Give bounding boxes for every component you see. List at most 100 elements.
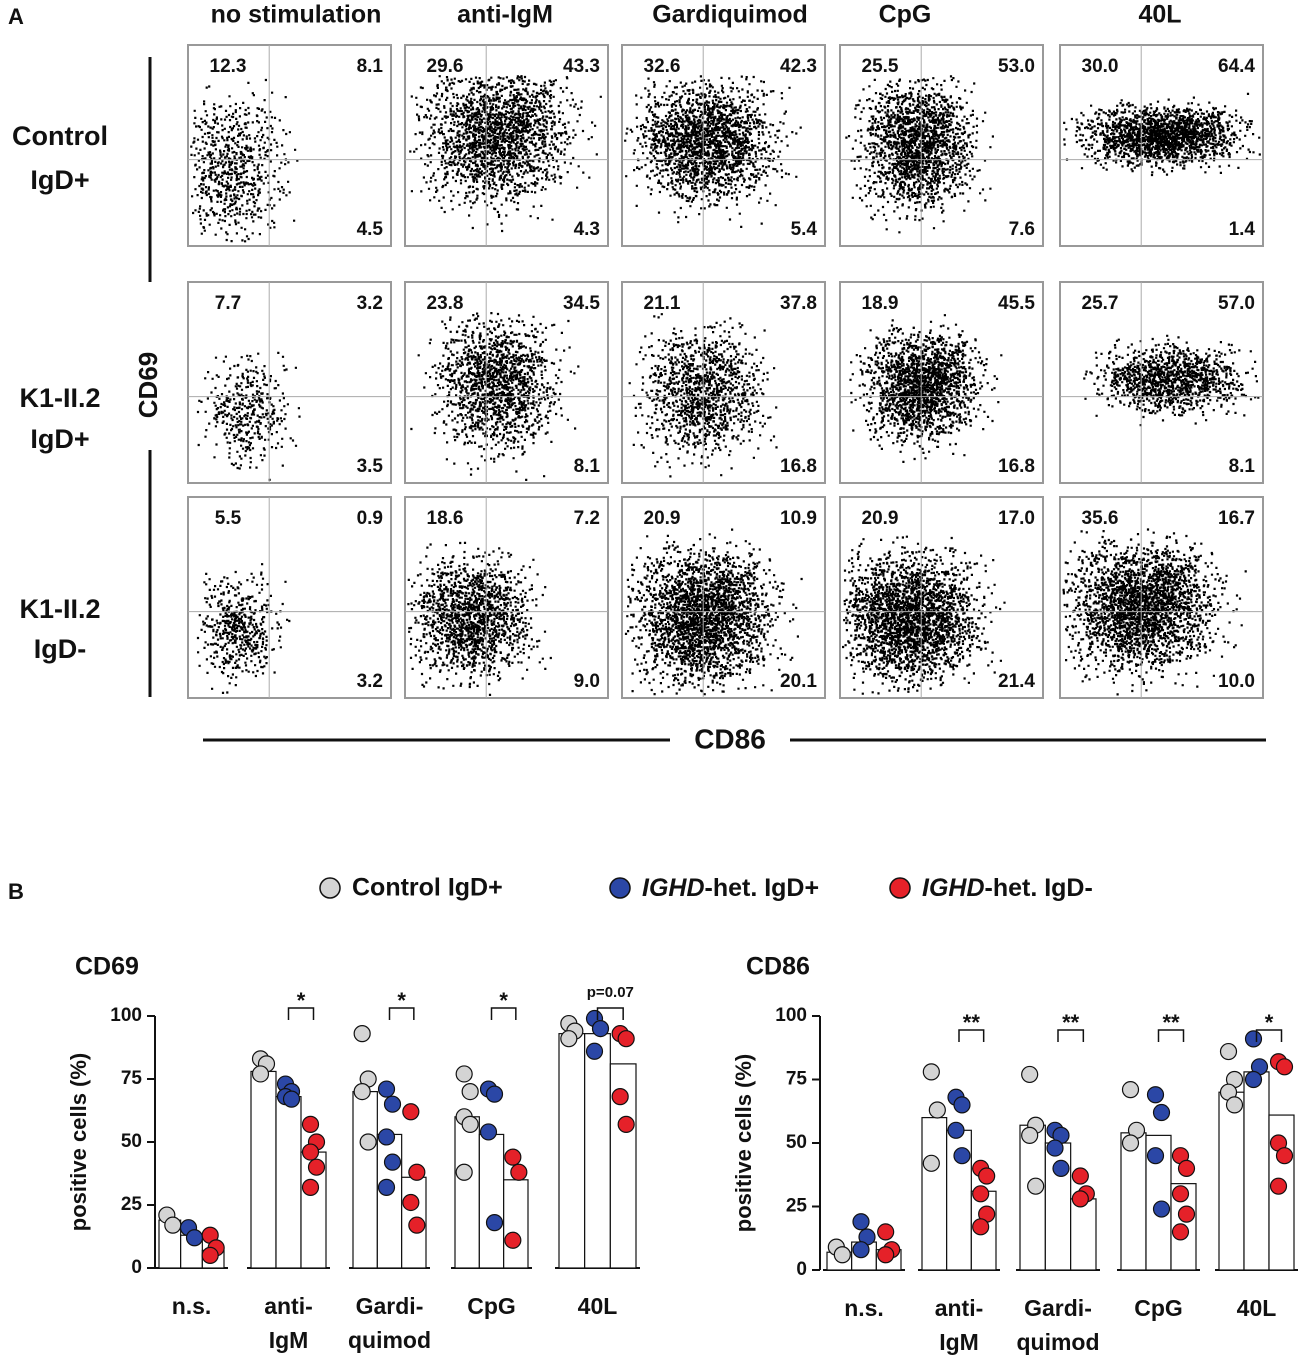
panel-label: A — [8, 4, 24, 29]
data-point — [1225, 1096, 1244, 1114]
data-point — [877, 1246, 895, 1264]
event-cloud — [624, 75, 802, 228]
quadrant-value: 4.5 — [357, 219, 384, 240]
event-cloud — [1063, 92, 1261, 177]
data-point — [953, 1147, 971, 1165]
data-point — [922, 1063, 940, 1081]
x-tick-label: quimod — [348, 1327, 431, 1353]
quadrant-value: 64.4 — [1218, 56, 1255, 77]
plot-frame — [187, 44, 392, 247]
data-point — [201, 1246, 219, 1265]
data-point — [972, 1218, 990, 1236]
data-point — [585, 1042, 604, 1060]
quadrant-value: 8.1 — [1229, 456, 1256, 477]
x-tick-label: anti- — [264, 1293, 313, 1319]
column-title: Gardiquimod — [652, 1, 808, 29]
data-point — [504, 1148, 522, 1166]
x-tick-label: IgM — [269, 1327, 309, 1353]
quadrant-value: 20.9 — [644, 508, 681, 529]
data-point — [560, 1030, 578, 1048]
significance-bracket — [490, 1007, 517, 1020]
chart-title: CD69 — [75, 953, 139, 981]
quadrant-value: 5.4 — [791, 219, 818, 240]
data-point — [972, 1185, 990, 1203]
data-point — [504, 1231, 522, 1249]
data-point — [377, 1128, 396, 1146]
significance-label: * — [499, 988, 508, 1013]
x-tick-label: n.s. — [844, 1295, 884, 1321]
y-tick-label: 75 — [121, 1068, 143, 1089]
significance-label: * — [297, 988, 306, 1013]
x-tick-label: 40L — [1237, 1295, 1277, 1321]
panel-label: B — [8, 879, 24, 904]
quadrant-value: 12.3 — [210, 56, 247, 77]
data-point — [1171, 1185, 1190, 1203]
data-point — [185, 1229, 204, 1247]
bar — [352, 1090, 378, 1269]
data-point — [1152, 1200, 1171, 1218]
bar — [558, 1033, 586, 1269]
quadrant-value: 21.4 — [998, 671, 1035, 692]
significance-label: p=0.07 — [587, 984, 634, 1001]
data-point — [455, 1065, 473, 1083]
x-tick-label: IgM — [939, 1329, 979, 1355]
legend-label: IGHD-het. IgD- — [922, 874, 1093, 902]
row-label: Control — [12, 121, 108, 151]
data-point — [301, 1115, 320, 1133]
quadrant-value: 8.1 — [574, 456, 601, 477]
event-cloud — [845, 75, 994, 234]
legend-label: IGHD-het. IgD+ — [642, 874, 819, 902]
quadrant-value: 21.1 — [644, 293, 681, 314]
data-point — [978, 1167, 996, 1185]
data-point — [1219, 1042, 1238, 1061]
data-point — [377, 1080, 396, 1098]
significance-label: * — [1265, 1010, 1274, 1035]
event-cloud — [628, 313, 778, 478]
quadrant-value: 3.2 — [357, 293, 383, 314]
significance-bracket — [388, 1007, 415, 1020]
chart-title: CD86 — [746, 953, 810, 981]
quadrant-value: 16.8 — [780, 456, 817, 477]
data-point — [510, 1163, 528, 1181]
data-point — [282, 1090, 301, 1108]
y-tick-label: 100 — [775, 1005, 807, 1026]
quadrant-value: 0.9 — [357, 508, 383, 529]
significance-label: * — [397, 988, 406, 1013]
x-tick-label: n.s. — [172, 1293, 212, 1319]
quadrant-value: 1.4 — [1229, 219, 1256, 240]
data-point — [852, 1213, 870, 1231]
quadrant-value: 7.6 — [1009, 219, 1035, 240]
data-point — [1146, 1086, 1165, 1104]
quadrant-value: 30.0 — [1082, 56, 1119, 77]
data-point — [1152, 1103, 1171, 1122]
data-point — [928, 1101, 946, 1119]
data-point — [402, 1193, 420, 1212]
event-cloud — [1062, 528, 1247, 696]
data-point — [164, 1216, 182, 1234]
quadrant-value: 8.1 — [357, 56, 384, 77]
data-point — [307, 1158, 326, 1176]
data-point — [1177, 1205, 1196, 1223]
data-point — [461, 1082, 479, 1101]
y-tick-label: 0 — [131, 1257, 142, 1278]
quadrant-value: 3.5 — [357, 456, 384, 477]
data-point — [408, 1216, 426, 1234]
data-point — [617, 1030, 635, 1048]
data-point — [611, 1088, 629, 1106]
y-axis-label: positive cells (%) — [731, 1054, 756, 1233]
data-point — [1121, 1081, 1140, 1099]
y-tick-label: 25 — [121, 1194, 143, 1215]
row-label: K1-II.2 — [19, 383, 100, 413]
quadrant-value: 18.9 — [862, 293, 899, 314]
data-point — [301, 1178, 320, 1196]
quadrant-value: 7.2 — [574, 508, 600, 529]
bar — [584, 1033, 611, 1269]
data-point — [1275, 1058, 1294, 1076]
quadrant-value: 10.0 — [1218, 671, 1255, 692]
quadrant-value: 3.2 — [357, 671, 383, 692]
x-tick-label: quimod — [1016, 1329, 1099, 1355]
data-point — [1275, 1147, 1294, 1165]
event-cloud — [196, 563, 291, 694]
event-cloud — [1083, 334, 1260, 427]
quadrant-value: 10.9 — [780, 508, 817, 529]
